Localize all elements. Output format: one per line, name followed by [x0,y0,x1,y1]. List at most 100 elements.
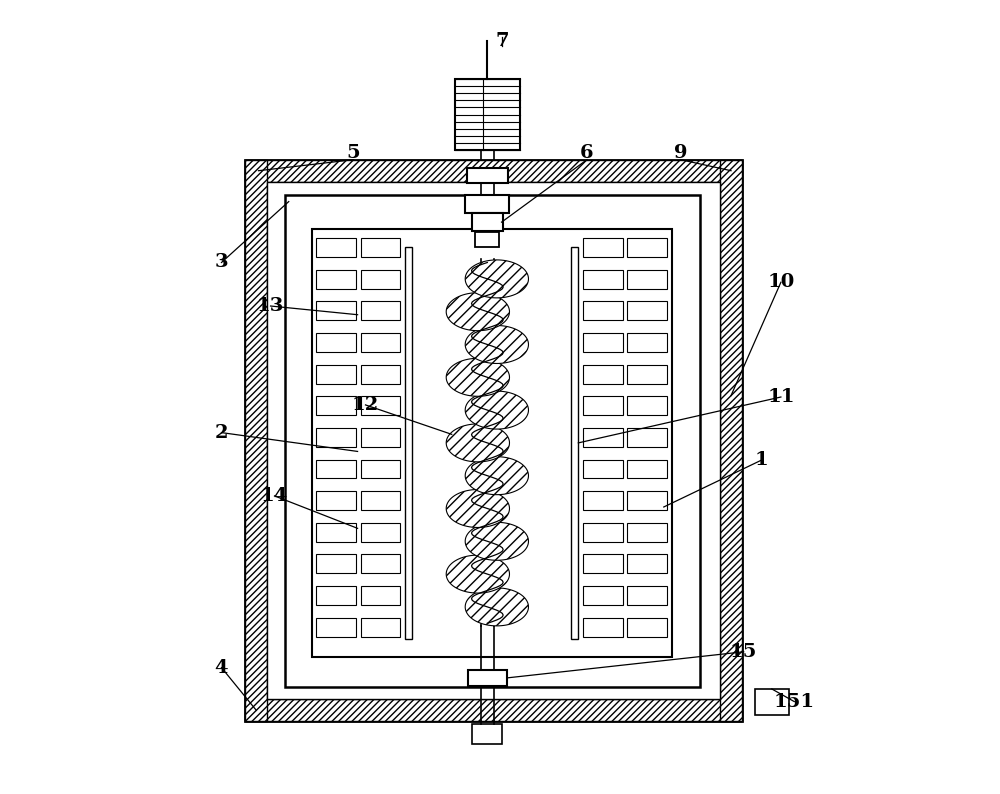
Text: 7: 7 [496,32,509,50]
Bar [361,364,400,384]
Bar [472,214,503,231]
Text: 9: 9 [674,145,687,162]
Text: 2: 2 [215,424,228,441]
Bar [583,554,623,573]
Polygon shape [446,424,509,462]
Bar [583,428,623,447]
Bar [267,182,720,700]
Bar [316,333,356,352]
Bar [316,586,356,605]
Bar [627,428,667,447]
Polygon shape [465,391,528,429]
Bar [627,618,667,637]
Bar [361,428,400,447]
Bar [720,160,742,722]
Bar [627,301,667,320]
Bar [361,460,400,479]
Bar [316,554,356,573]
Bar [627,364,667,384]
Text: 6: 6 [580,145,594,162]
Bar [475,233,499,247]
Bar [627,586,667,605]
Bar [361,618,400,637]
Text: 151: 151 [774,692,815,711]
Bar [405,247,412,639]
Polygon shape [446,490,509,527]
Bar [468,670,507,686]
Polygon shape [465,391,528,429]
Bar [245,160,742,182]
Bar [316,364,356,384]
Bar [627,270,667,288]
Bar [583,333,623,352]
Polygon shape [446,358,509,396]
Bar [583,522,623,542]
Bar [583,586,623,605]
Bar [583,364,623,384]
Text: 15: 15 [730,643,757,661]
Bar [316,301,356,320]
Bar [316,522,356,542]
Bar [316,270,356,288]
Polygon shape [446,490,509,527]
Bar [285,195,700,688]
Polygon shape [446,293,509,330]
Polygon shape [465,522,528,561]
Polygon shape [465,588,528,626]
Polygon shape [465,457,528,495]
Bar [361,270,400,288]
Bar [627,333,667,352]
Polygon shape [446,293,509,330]
Bar [361,301,400,320]
Bar [583,270,623,288]
Text: 10: 10 [767,273,795,291]
Bar [627,522,667,542]
Text: 14: 14 [261,487,288,505]
Polygon shape [446,555,509,593]
Bar [467,168,508,183]
Bar [267,182,720,700]
Polygon shape [465,457,528,495]
Polygon shape [446,358,509,396]
Bar [583,238,623,257]
Polygon shape [465,260,528,298]
Text: 1: 1 [754,451,768,469]
Bar [361,586,400,605]
Bar [583,618,623,637]
Text: 12: 12 [352,396,379,414]
Bar [583,491,623,510]
Text: 4: 4 [215,658,228,676]
Bar [627,238,667,257]
Polygon shape [446,424,509,462]
Polygon shape [465,522,528,561]
Polygon shape [465,326,528,364]
Bar [627,460,667,479]
Bar [627,554,667,573]
Bar [755,689,789,715]
Bar [455,79,520,150]
Bar [316,238,356,257]
Bar [361,491,400,510]
Polygon shape [446,555,509,593]
Bar [627,491,667,510]
Bar [583,396,623,415]
Bar [316,396,356,415]
Bar [472,724,502,744]
Bar [361,333,400,352]
Bar [316,460,356,479]
Text: 3: 3 [215,253,228,272]
Polygon shape [465,326,528,364]
Bar [583,301,623,320]
Bar [245,700,742,722]
Bar [627,396,667,415]
Polygon shape [465,260,528,298]
Bar [361,396,400,415]
Bar [361,238,400,257]
Bar [465,195,509,213]
Bar [312,229,672,657]
Bar [245,160,742,722]
Bar [245,160,267,722]
Bar [361,554,400,573]
Bar [316,428,356,447]
Bar [316,618,356,637]
